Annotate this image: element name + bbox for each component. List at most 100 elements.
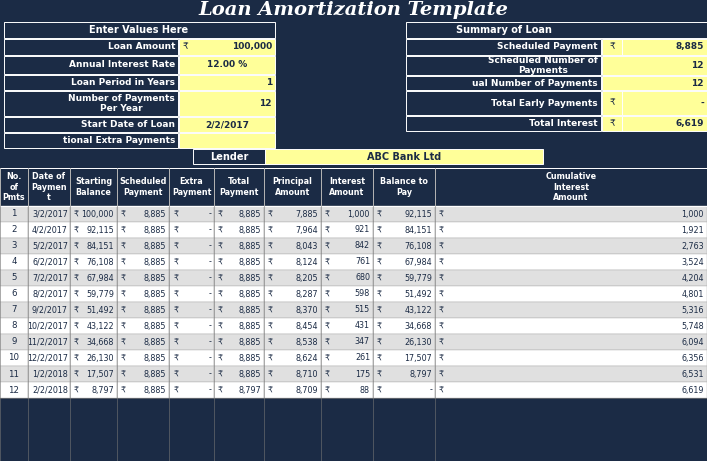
Bar: [264, 366, 321, 382]
Text: 12: 12: [691, 61, 704, 70]
Bar: [264, 334, 321, 350]
Text: ₹: ₹: [74, 225, 79, 235]
Bar: [70, 318, 117, 334]
Text: 8,885: 8,885: [144, 209, 166, 219]
Text: 8,885: 8,885: [144, 321, 166, 331]
Text: 88: 88: [360, 385, 370, 395]
Text: 12: 12: [259, 99, 272, 108]
Text: ₹: ₹: [325, 306, 330, 314]
Text: ₹: ₹: [174, 321, 179, 331]
Bar: [0, 0, 707, 20]
Text: ₹: ₹: [268, 273, 273, 283]
Bar: [435, 222, 707, 238]
Bar: [70, 168, 117, 206]
Text: 2/2/2018: 2/2/2018: [32, 385, 68, 395]
Text: ₹: ₹: [218, 370, 223, 378]
Text: Scheduled Payment: Scheduled Payment: [498, 42, 598, 52]
Text: ₹: ₹: [439, 209, 444, 219]
Bar: [373, 222, 435, 238]
Text: 8,885: 8,885: [238, 337, 261, 347]
Bar: [435, 334, 707, 350]
Text: 8,043: 8,043: [296, 242, 318, 250]
Bar: [602, 39, 622, 55]
Text: ₹: ₹: [121, 321, 126, 331]
Bar: [0, 166, 707, 461]
Text: 59,779: 59,779: [404, 273, 432, 283]
Text: 67,984: 67,984: [404, 258, 432, 266]
Bar: [0, 222, 28, 238]
Bar: [70, 334, 117, 350]
Text: ABC Bank Ltd: ABC Bank Ltd: [367, 152, 441, 161]
Bar: [265, 149, 543, 164]
Text: 761: 761: [355, 258, 370, 266]
Text: 4,204: 4,204: [682, 273, 704, 283]
Text: ₹: ₹: [609, 119, 615, 128]
Bar: [28, 168, 70, 206]
Text: 8,885: 8,885: [144, 225, 166, 235]
Text: No.
of
Pmts: No. of Pmts: [3, 172, 25, 202]
Bar: [373, 286, 435, 302]
Text: ₹: ₹: [218, 225, 223, 235]
Bar: [4, 75, 178, 90]
Text: Start Date of Loan: Start Date of Loan: [81, 120, 175, 129]
Text: ₹: ₹: [218, 273, 223, 283]
Text: ₹: ₹: [268, 242, 273, 250]
Text: ₹: ₹: [377, 337, 382, 347]
Text: 8,885: 8,885: [144, 370, 166, 378]
Text: ₹: ₹: [174, 290, 179, 299]
Bar: [179, 75, 275, 90]
Text: ₹: ₹: [439, 273, 444, 283]
Bar: [214, 366, 264, 382]
Text: ₹: ₹: [218, 385, 223, 395]
Bar: [28, 206, 70, 222]
Bar: [70, 302, 117, 318]
Text: 8,885: 8,885: [144, 306, 166, 314]
Text: ₹: ₹: [174, 242, 179, 250]
Bar: [321, 222, 373, 238]
Text: ₹: ₹: [74, 306, 79, 314]
Bar: [28, 238, 70, 254]
Text: ₹: ₹: [325, 354, 330, 362]
Text: ₹: ₹: [377, 258, 382, 266]
Text: ₹: ₹: [439, 370, 444, 378]
Text: 8,885: 8,885: [144, 242, 166, 250]
Bar: [264, 238, 321, 254]
Bar: [406, 22, 707, 38]
Bar: [321, 206, 373, 222]
Bar: [28, 222, 70, 238]
Bar: [0, 350, 28, 366]
Text: 8,885: 8,885: [144, 273, 166, 283]
Bar: [373, 382, 435, 398]
Text: Loan Period in Years: Loan Period in Years: [71, 78, 175, 87]
Text: 12.00 %: 12.00 %: [207, 60, 247, 70]
Text: ₹: ₹: [183, 42, 189, 52]
Text: ₹: ₹: [268, 354, 273, 362]
Text: 3/2/2017: 3/2/2017: [32, 209, 68, 219]
Text: ₹: ₹: [377, 242, 382, 250]
Text: Summary of Loan: Summary of Loan: [455, 25, 551, 35]
Text: 347: 347: [355, 337, 370, 347]
Bar: [406, 56, 601, 75]
Text: ₹: ₹: [268, 370, 273, 378]
Bar: [179, 117, 275, 132]
Bar: [0, 318, 28, 334]
Bar: [28, 350, 70, 366]
Text: 4/2/2017: 4/2/2017: [32, 225, 68, 235]
Text: ₹: ₹: [377, 370, 382, 378]
Text: ₹: ₹: [439, 354, 444, 362]
Text: ₹: ₹: [325, 290, 330, 299]
Text: ₹: ₹: [268, 225, 273, 235]
Text: 8,709: 8,709: [296, 385, 318, 395]
Bar: [214, 254, 264, 270]
Bar: [321, 350, 373, 366]
Bar: [602, 76, 707, 90]
Text: 43,122: 43,122: [86, 321, 114, 331]
Bar: [28, 302, 70, 318]
Text: Scheduled Number of
Payments: Scheduled Number of Payments: [488, 56, 598, 75]
Text: Extra
Payment: Extra Payment: [172, 177, 211, 197]
Bar: [435, 366, 707, 382]
Bar: [321, 238, 373, 254]
Text: Interest
Amount: Interest Amount: [329, 177, 365, 197]
Bar: [602, 116, 622, 131]
Text: 8,885: 8,885: [238, 225, 261, 235]
